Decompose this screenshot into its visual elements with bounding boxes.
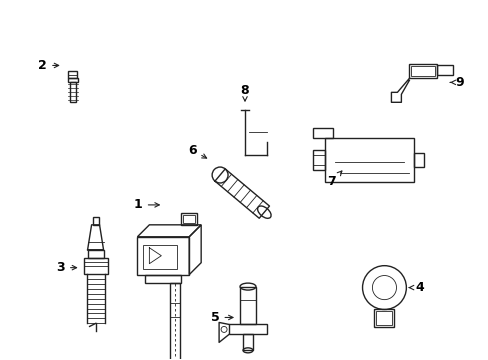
Bar bbox=[143, 245, 177, 269]
Text: 1: 1 bbox=[134, 198, 159, 211]
Bar bbox=[83, 258, 107, 274]
Bar bbox=[374, 310, 394, 328]
Bar bbox=[312, 150, 324, 170]
Bar bbox=[324, 138, 413, 183]
Bar bbox=[408, 64, 436, 78]
Bar bbox=[228, 324, 266, 334]
Text: 2: 2 bbox=[39, 59, 59, 72]
Bar bbox=[243, 334, 252, 350]
Bar bbox=[68, 71, 77, 78]
Bar bbox=[69, 82, 76, 102]
Text: 4: 4 bbox=[408, 281, 423, 294]
Bar bbox=[240, 287, 255, 324]
Bar bbox=[183, 215, 195, 223]
Bar bbox=[170, 283, 180, 360]
Text: 7: 7 bbox=[326, 171, 341, 189]
Bar bbox=[87, 250, 103, 258]
Bar bbox=[410, 67, 434, 76]
Bar bbox=[67, 78, 78, 82]
Bar bbox=[92, 217, 99, 225]
Bar bbox=[312, 128, 332, 138]
Bar bbox=[413, 153, 424, 167]
Text: 8: 8 bbox=[240, 84, 249, 101]
Bar bbox=[436, 66, 452, 75]
Bar bbox=[376, 311, 392, 325]
Text: 6: 6 bbox=[187, 144, 206, 158]
Text: 5: 5 bbox=[210, 311, 233, 324]
Text: 9: 9 bbox=[449, 76, 464, 89]
Bar bbox=[137, 237, 189, 275]
Bar bbox=[145, 275, 181, 283]
Bar bbox=[181, 213, 197, 225]
Text: 3: 3 bbox=[56, 261, 77, 274]
